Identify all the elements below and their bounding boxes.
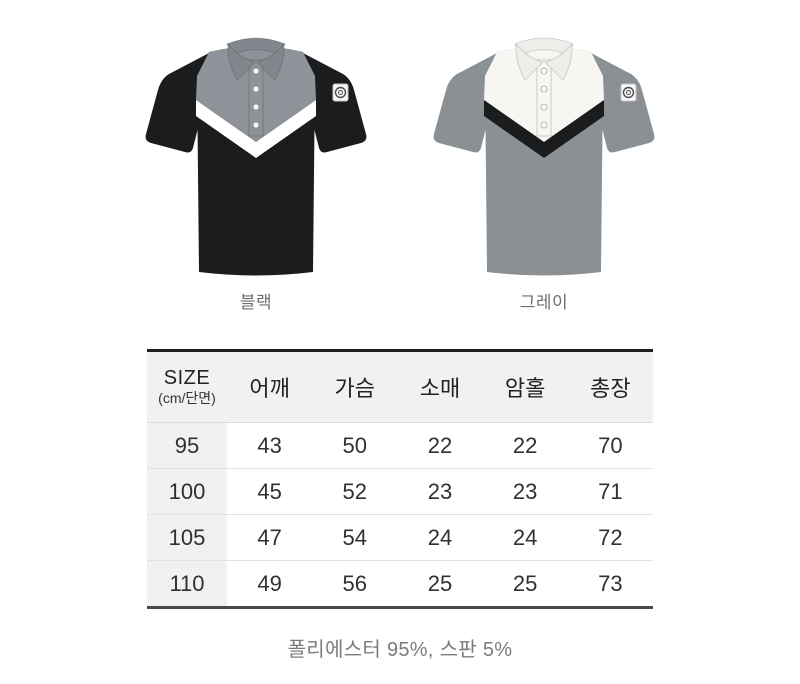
cell-sleeve: 22 bbox=[397, 422, 483, 469]
collar-left-flap bbox=[227, 42, 256, 81]
size-value: 110 bbox=[147, 560, 227, 608]
cell-length: 71 bbox=[567, 468, 653, 515]
collar-right-flap bbox=[544, 42, 573, 81]
size-chart-section: SIZE (cm/단면) 어깨 가슴 소매 암홀 총장 95 43 50 22 … bbox=[0, 349, 800, 609]
size-title: SIZE bbox=[163, 367, 211, 390]
cell-sleeve: 25 bbox=[397, 560, 483, 608]
cell-sleeve: 24 bbox=[397, 514, 483, 561]
size-table: SIZE (cm/단면) 어깨 가슴 소매 암홀 총장 95 43 50 22 … bbox=[147, 349, 653, 609]
column-header-shoulder: 어깨 bbox=[227, 350, 313, 423]
cell-armhole: 23 bbox=[482, 468, 568, 515]
cell-shoulder: 49 bbox=[227, 560, 313, 608]
collar-left-flap bbox=[515, 42, 544, 81]
size-unit-note: (cm/단면) bbox=[158, 390, 216, 407]
size-value: 95 bbox=[147, 422, 227, 469]
cell-length: 72 bbox=[567, 514, 653, 561]
table-row-110: 110 49 56 25 25 73 bbox=[147, 560, 653, 608]
black-polo-shirt-image bbox=[145, 37, 367, 276]
table-row-105: 105 47 54 24 24 72 bbox=[147, 514, 653, 561]
cell-chest: 56 bbox=[312, 560, 398, 608]
placket bbox=[248, 59, 264, 137]
sleeve-badge bbox=[332, 83, 349, 102]
table-row-100: 100 45 52 23 23 71 bbox=[147, 468, 653, 515]
cell-length: 73 bbox=[567, 560, 653, 608]
color-label-black: 블랙 bbox=[239, 293, 273, 312]
cell-length: 70 bbox=[567, 422, 653, 469]
cell-shoulder: 47 bbox=[227, 514, 313, 561]
cell-shoulder: 43 bbox=[227, 422, 313, 469]
collar-right-flap bbox=[256, 42, 285, 81]
column-header-chest: 가슴 bbox=[312, 350, 398, 423]
cell-armhole: 22 bbox=[482, 422, 568, 469]
size-table-header-row: SIZE (cm/단면) 어깨 가슴 소매 암홀 총장 bbox=[147, 350, 653, 423]
product-photos-row: 블랙 bbox=[0, 24, 800, 313]
placket bbox=[536, 59, 552, 137]
size-header-cell: SIZE (cm/단면) bbox=[147, 350, 227, 423]
sleeve-badge bbox=[620, 83, 637, 102]
product-black: 블랙 bbox=[131, 24, 381, 313]
cell-chest: 52 bbox=[312, 468, 398, 515]
left-sleeve bbox=[145, 52, 211, 153]
product-gray: 그레이 bbox=[419, 24, 669, 313]
right-sleeve bbox=[589, 52, 655, 153]
chevron-stripe bbox=[196, 100, 316, 158]
size-value: 105 bbox=[147, 514, 227, 561]
column-header-armhole: 암홀 bbox=[482, 350, 568, 423]
column-header-sleeve: 소매 bbox=[397, 350, 483, 423]
chevron-stripe bbox=[484, 100, 604, 158]
color-label-gray: 그레이 bbox=[519, 293, 569, 312]
buttons bbox=[540, 67, 548, 129]
cell-sleeve: 23 bbox=[397, 468, 483, 515]
right-sleeve bbox=[301, 52, 367, 153]
left-sleeve bbox=[433, 52, 499, 153]
size-value: 100 bbox=[147, 468, 227, 515]
column-header-length: 총장 bbox=[567, 350, 653, 423]
cell-chest: 50 bbox=[312, 422, 398, 469]
table-row-95: 95 43 50 22 22 70 bbox=[147, 422, 653, 469]
buttons bbox=[252, 67, 260, 129]
fabric-composition-note: 폴리에스터 95%, 스판 5% bbox=[287, 639, 513, 661]
cell-shoulder: 45 bbox=[227, 468, 313, 515]
gray-polo-shirt-image bbox=[433, 37, 655, 276]
cell-chest: 54 bbox=[312, 514, 398, 561]
cell-armhole: 24 bbox=[482, 514, 568, 561]
cell-armhole: 25 bbox=[482, 560, 568, 608]
